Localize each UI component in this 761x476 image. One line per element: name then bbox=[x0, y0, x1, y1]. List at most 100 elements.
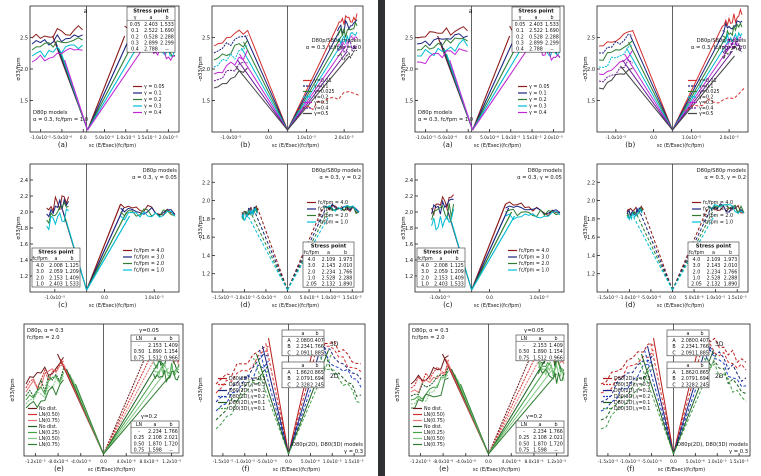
table-cell: 1.409 bbox=[549, 343, 563, 349]
point-a-label: a bbox=[84, 8, 88, 15]
x-tick-label: 2.0x10⁻⁵ bbox=[544, 135, 563, 141]
right-branch bbox=[323, 204, 360, 213]
left-branch bbox=[600, 343, 654, 385]
table-header: a bbox=[539, 337, 542, 342]
series-line bbox=[626, 47, 673, 131]
table-cell: 2.132 bbox=[322, 282, 336, 288]
x-tick-label: 4.0x10⁻⁶ bbox=[502, 459, 521, 465]
model-description: D80p, α = 0.3 bbox=[27, 328, 64, 334]
series-line bbox=[632, 29, 673, 131]
table-header: b bbox=[729, 250, 732, 256]
x-tick-label: 1.5x10⁻⁵ bbox=[523, 135, 542, 141]
table-cell: 0.25 bbox=[134, 435, 145, 441]
legend-entry: LN(0.50) bbox=[39, 436, 60, 442]
series-line bbox=[64, 59, 89, 131]
legend-entry: γ=0.01 bbox=[699, 78, 717, 84]
table-cell: 1.209 bbox=[450, 269, 464, 275]
table-cell: 2.153 bbox=[148, 343, 162, 349]
series-line bbox=[471, 203, 507, 291]
series-line bbox=[471, 211, 513, 291]
stress-point-table bbox=[31, 247, 81, 288]
left-branch bbox=[25, 360, 64, 389]
table-cell: 2.059 bbox=[434, 269, 448, 275]
table-cell: 2.153 bbox=[434, 275, 448, 281]
table-cell: 2.328 bbox=[296, 382, 310, 388]
table-header: γ bbox=[519, 16, 522, 21]
table-cell: 2.010 bbox=[339, 263, 353, 269]
series-line bbox=[673, 337, 705, 455]
y-axis-label: σ33/fpm bbox=[16, 216, 22, 239]
legend-entry: D80(3D),γ=0.1 bbox=[229, 406, 265, 412]
y-tick-label: 1.2 bbox=[202, 272, 210, 278]
series-line bbox=[235, 65, 288, 131]
table-cell: 2.299 bbox=[160, 41, 174, 47]
legend-entry: D80(3D),γ=0.1 bbox=[614, 406, 650, 412]
left-branch bbox=[410, 362, 449, 394]
model-description: D80p models bbox=[528, 168, 563, 174]
series-line bbox=[287, 35, 342, 131]
x-tick-label: -4.0x10⁻⁶ bbox=[456, 459, 477, 465]
dashed-branch bbox=[297, 91, 360, 111]
chart-panel-a: 1.5 2.0 2.5 -1.0x10⁻⁵ -5.0x10⁻⁶ 0.0 5.0x10⁻⁶ 1.… bbox=[399, 2, 567, 150]
table-cell: 2.109 bbox=[707, 257, 721, 263]
gamma-label: γ=0.05 bbox=[139, 328, 160, 334]
table-cell: 0.2 bbox=[131, 34, 139, 40]
table-cell: 0.966 bbox=[549, 355, 563, 361]
chart-panel-b: 1.5 2.0 2.5 -1.0x10⁻⁵ 0.0 1.0x10⁻⁵ 2.0x10⁻⁵ -σ3… bbox=[196, 2, 366, 150]
table-cell: 2.245 bbox=[310, 382, 324, 388]
x-tick-label: 1.5x10⁻⁵ bbox=[138, 135, 157, 141]
legend-entry: γ = 0.4 bbox=[529, 110, 547, 116]
table-cell: 2.008 bbox=[49, 263, 63, 269]
series-line bbox=[87, 51, 142, 131]
right-branch bbox=[701, 353, 747, 402]
legend-entry: fc/fpm = 3.0 bbox=[134, 255, 164, 261]
left-branch bbox=[241, 207, 258, 222]
series-line bbox=[268, 337, 289, 455]
x-axis-label: εc (E/Esec)(fc/fpm) bbox=[474, 303, 521, 309]
table-cell: 2.288 bbox=[339, 276, 353, 282]
legend-entry: γ=0.4 bbox=[699, 106, 714, 112]
series-line bbox=[650, 341, 674, 455]
series-line bbox=[287, 25, 338, 131]
x-tick-label: -4.0x10⁻⁶ bbox=[71, 459, 92, 465]
table-cell: C bbox=[287, 382, 291, 388]
x-tick-label: 0.0 bbox=[80, 135, 87, 141]
right-branch bbox=[337, 19, 358, 34]
region-label: 2D bbox=[715, 373, 724, 380]
stress-point-table bbox=[130, 420, 180, 454]
x-axis-label: εc (E/Esec)(fc/fpm) bbox=[658, 467, 705, 473]
y-tick-label: 2.2 bbox=[405, 194, 413, 200]
legend-entry: fc/fpm = 1.0 bbox=[519, 268, 549, 274]
series-line bbox=[87, 39, 130, 131]
table-title: Stress point bbox=[518, 9, 554, 15]
x-tick-label: 5.0x10⁻⁶ bbox=[480, 135, 499, 141]
left-branch bbox=[31, 33, 83, 46]
series-line bbox=[672, 35, 727, 131]
table-cell: 2.0 bbox=[693, 269, 701, 275]
legend-entry: fc/fpm = 1.0 bbox=[318, 220, 348, 226]
model-description: α = 0.3, γ = 0.05 bbox=[132, 175, 177, 181]
table-header: b bbox=[165, 15, 168, 21]
x-tick-label: -1.0x10⁻⁵ bbox=[415, 135, 436, 141]
table-cell: 1.973 bbox=[724, 257, 738, 263]
series-line bbox=[87, 43, 134, 131]
table-header: a bbox=[55, 257, 58, 262]
table-cell: 2.143 bbox=[707, 263, 721, 269]
legend-entry: fc/fpm = 2.0 bbox=[134, 261, 164, 267]
x-tick-label: -1.0x10⁻⁵ bbox=[234, 295, 255, 301]
series-line bbox=[672, 40, 729, 131]
x-tick-label: 0.0 bbox=[486, 295, 493, 301]
stress-point-table bbox=[666, 329, 710, 357]
series-line bbox=[630, 35, 673, 131]
series-line bbox=[287, 30, 340, 131]
table-cell: 0.50 bbox=[134, 349, 145, 355]
table-cell: 2.153 bbox=[49, 275, 63, 281]
left-branch bbox=[25, 375, 64, 405]
left-branch bbox=[215, 360, 269, 412]
left-branch bbox=[600, 359, 654, 412]
table-cell: A bbox=[287, 370, 291, 376]
stress-point-table bbox=[511, 6, 561, 53]
y-tick-label: 1.6 bbox=[405, 242, 413, 248]
x-tick-label: 0.0 bbox=[670, 459, 677, 465]
table-cell: 0.4 bbox=[516, 47, 524, 53]
